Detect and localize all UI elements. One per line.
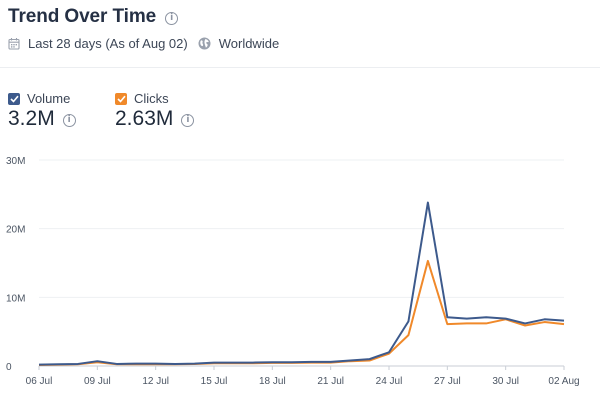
header-title-row: Trend Over Time i	[8, 6, 179, 28]
x-tick-label: 18 Jul	[259, 376, 286, 387]
x-tick-label: 02 Aug	[548, 376, 579, 387]
y-tick-label: 10M	[6, 293, 25, 304]
x-tick-label: 06 Jul	[26, 376, 53, 387]
y-tick-label: 30M	[6, 156, 25, 167]
info-icon[interactable]: i	[62, 114, 76, 127]
trend-chart[interactable]: 0 10M 20M 30M 06 Jul 09 Jul 12 Jul 15 Jul 18 Jul…	[0, 150, 600, 406]
x-tick-label: 27 Jul	[434, 376, 461, 387]
date-range[interactable]: Last 28 days (As of Aug 02)	[8, 36, 188, 51]
x-tick-label: 15 Jul	[201, 376, 228, 387]
legend-clicks[interactable]: Clicks 2.63M i	[115, 91, 195, 131]
page-title: Trend Over Time	[8, 6, 157, 27]
x-tick-label: 24 Jul	[376, 376, 403, 387]
legend-volume[interactable]: Volume 3.2M i	[8, 91, 76, 131]
calendar-icon	[8, 37, 20, 50]
region[interactable]: Worldwide	[198, 36, 279, 51]
info-icon[interactable]: i	[165, 11, 179, 25]
volume-label: Volume	[27, 91, 71, 106]
x-tick-label: 12 Jul	[142, 376, 169, 387]
clicks-checkbox[interactable]	[115, 92, 127, 105]
x-tick-label: 09 Jul	[84, 376, 111, 387]
header-meta: Last 28 days (As of Aug 02) Worldwide	[8, 36, 279, 51]
info-icon[interactable]: i	[181, 114, 195, 127]
date-range-label: Last 28 days (As of Aug 02)	[28, 36, 188, 51]
header-divider	[0, 67, 600, 68]
volume-checkbox[interactable]	[8, 92, 20, 105]
clicks-value: 2.63M	[115, 107, 174, 130]
y-tick-label: 20M	[6, 225, 25, 236]
globe-icon	[198, 37, 211, 50]
region-label: Worldwide	[218, 36, 280, 51]
series-line-volume	[38, 201, 565, 366]
series-line-clicks	[38, 259, 565, 366]
x-tick-label: 21 Jul	[317, 376, 344, 387]
volume-value: 3.2M	[8, 107, 55, 130]
clicks-label: Clicks	[134, 91, 169, 106]
y-tick-label: 0	[6, 362, 12, 373]
x-tick-label: 30 Jul	[492, 376, 519, 387]
